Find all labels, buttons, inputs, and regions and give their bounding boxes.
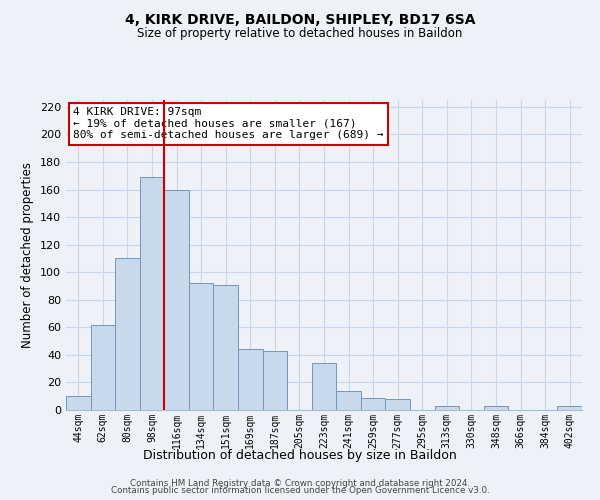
Bar: [189, 283, 214, 410]
Bar: [263, 351, 287, 410]
Text: Contains HM Land Registry data © Crown copyright and database right 2024.: Contains HM Land Registry data © Crown c…: [130, 478, 470, 488]
Bar: [312, 363, 336, 410]
Bar: [66, 396, 91, 410]
Bar: [336, 390, 361, 410]
Bar: [238, 350, 263, 410]
Bar: [140, 177, 164, 410]
Bar: [557, 406, 582, 410]
Text: Size of property relative to detached houses in Baildon: Size of property relative to detached ho…: [137, 28, 463, 40]
Bar: [361, 398, 385, 410]
Bar: [434, 406, 459, 410]
Text: Distribution of detached houses by size in Baildon: Distribution of detached houses by size …: [143, 448, 457, 462]
Bar: [115, 258, 140, 410]
Text: Contains public sector information licensed under the Open Government Licence v3: Contains public sector information licen…: [110, 486, 490, 495]
Bar: [385, 399, 410, 410]
Bar: [484, 406, 508, 410]
Text: 4, KIRK DRIVE, BAILDON, SHIPLEY, BD17 6SA: 4, KIRK DRIVE, BAILDON, SHIPLEY, BD17 6S…: [125, 12, 475, 26]
Bar: [91, 324, 115, 410]
Y-axis label: Number of detached properties: Number of detached properties: [22, 162, 34, 348]
Bar: [164, 190, 189, 410]
Bar: [214, 284, 238, 410]
Text: 4 KIRK DRIVE: 97sqm
← 19% of detached houses are smaller (167)
80% of semi-detac: 4 KIRK DRIVE: 97sqm ← 19% of detached ho…: [73, 107, 383, 140]
